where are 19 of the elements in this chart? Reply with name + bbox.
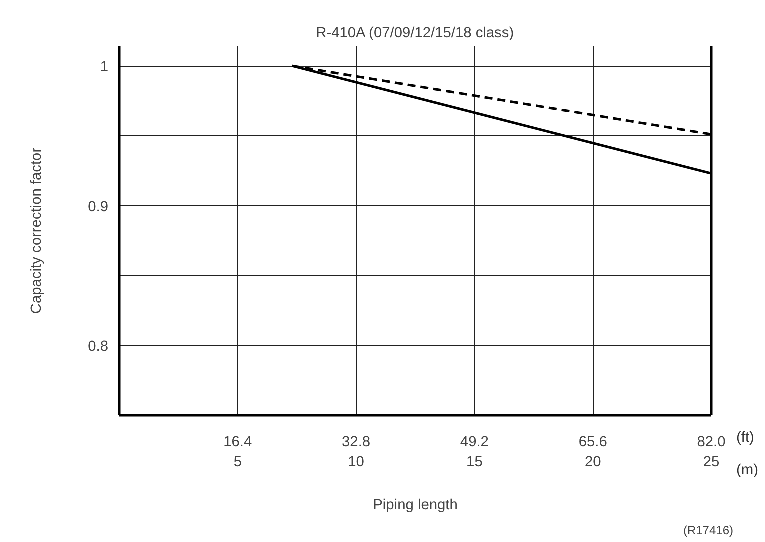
y-tick-label: 0.8 — [88, 339, 108, 356]
text: (R17416) — [683, 524, 734, 538]
x-tick-label: 5 — [234, 454, 242, 470]
chart-title: R-410A (07/09/12/15/18 class) — [316, 26, 514, 42]
y-tick-label: 0.9 — [88, 199, 108, 216]
y-tick-label: 1 — [100, 60, 109, 76]
x2-tick-label: 32.8 — [342, 434, 371, 450]
x-tick-label: 25 — [703, 454, 720, 470]
x2-tick-label: 82.0 — [697, 434, 726, 450]
text: (m) — [736, 462, 758, 478]
x-tick-label: 20 — [584, 454, 602, 470]
x2-tick-label: 49.2 — [460, 434, 489, 450]
x-axis-title: Piping length — [373, 498, 458, 514]
x2-tick-label: 16.4 — [224, 434, 252, 450]
y-axis-title: Capacity correction factor — [29, 148, 46, 314]
x-tick-label: 10 — [348, 454, 364, 470]
text: (ft) — [736, 430, 754, 446]
x2-tick-label: 65.6 — [578, 434, 608, 450]
x-tick-label: 15 — [466, 454, 483, 470]
